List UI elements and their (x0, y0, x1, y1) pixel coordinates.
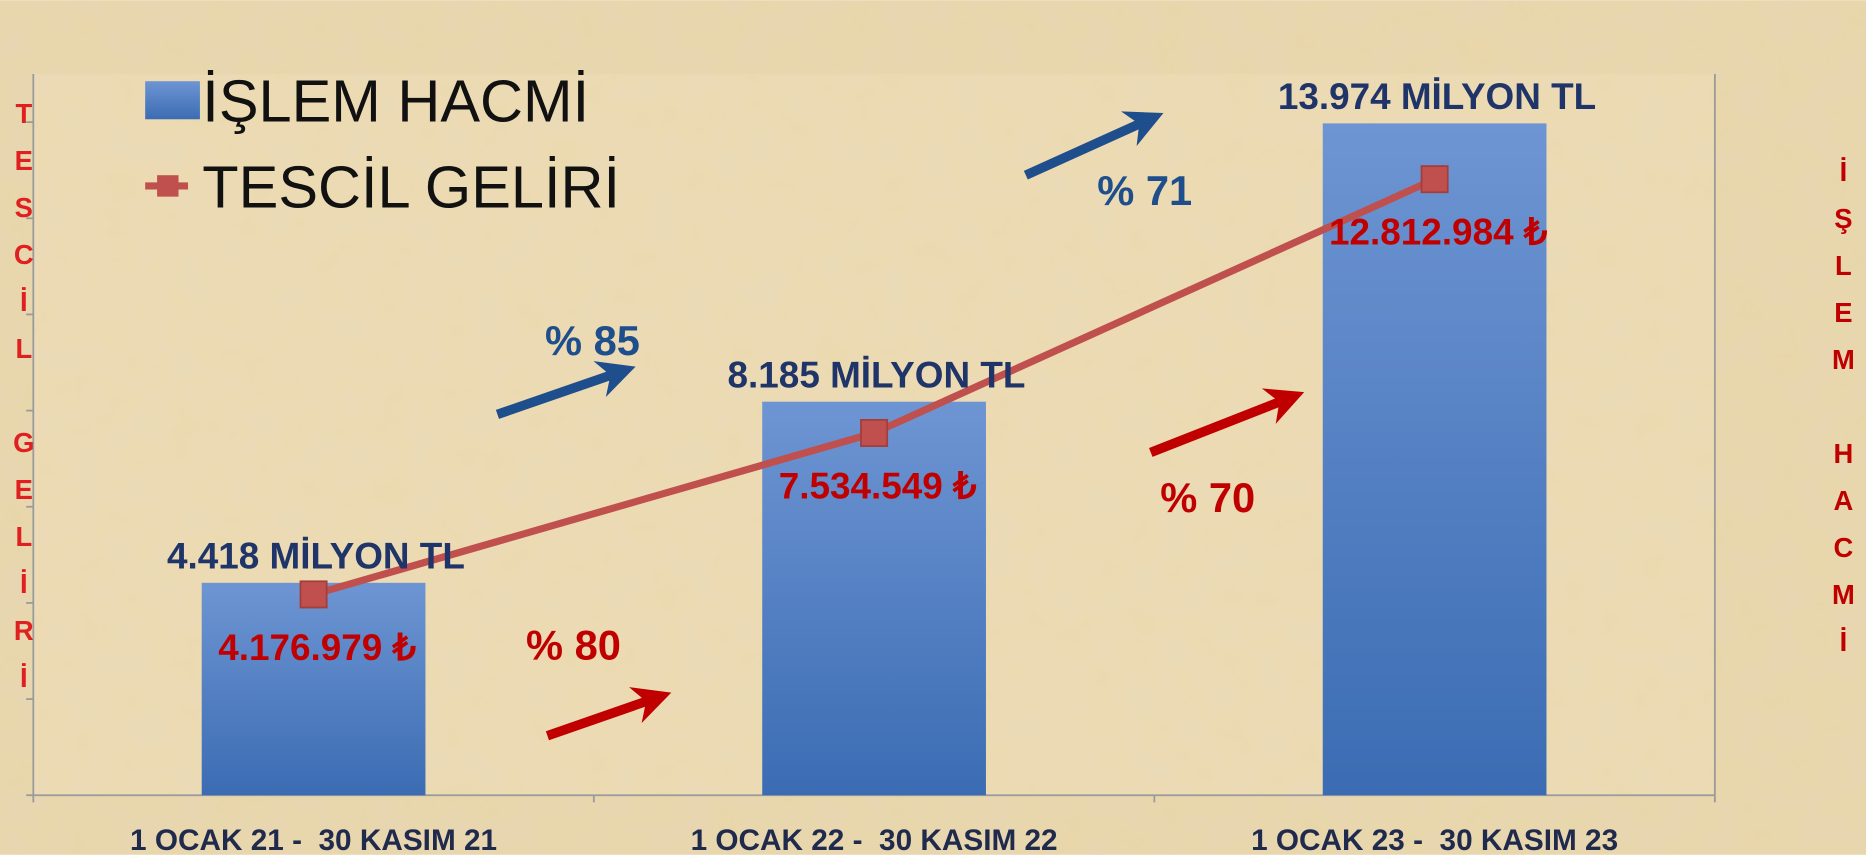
x-tick-label: 1 OCAK 22 - 30 KASIM 22 (691, 824, 1058, 855)
data-label: 8.185 MİLYON TL (728, 354, 1026, 395)
legend-swatch (157, 175, 179, 197)
line-marker (299, 580, 328, 609)
bar (201, 582, 426, 796)
bar (762, 401, 986, 796)
data-label: 4.176.979 ₺ (218, 627, 416, 668)
arrow (1149, 388, 1305, 457)
line-marker (1420, 165, 1449, 194)
annotation: % 70 (1160, 474, 1255, 521)
annotation: % 85 (545, 317, 640, 364)
data-label: 4.418 MİLYON TL (167, 536, 465, 577)
legend-swatch (145, 81, 200, 120)
arrow (495, 361, 636, 419)
data-label: 12.812.984 ₺ (1329, 212, 1548, 253)
annotation: % 80 (526, 622, 621, 669)
data-label: 13.974 MİLYON TL (1278, 76, 1596, 117)
x-tick-label: 1 OCAK 21 - 30 KASIM 21 (130, 824, 497, 855)
arrow (545, 687, 672, 741)
legend-label: TESCİL GELİRİ (202, 153, 620, 220)
annotation: % 71 (1097, 167, 1192, 214)
line-marker (860, 418, 889, 447)
legend-label: İŞLEM HACMİ (202, 68, 589, 135)
data-label: 7.534.549 ₺ (779, 465, 977, 506)
arrow (1023, 111, 1164, 180)
x-tick-label: 1 OCAK 23 - 30 KASIM 23 (1251, 824, 1618, 855)
bar (1322, 123, 1547, 796)
